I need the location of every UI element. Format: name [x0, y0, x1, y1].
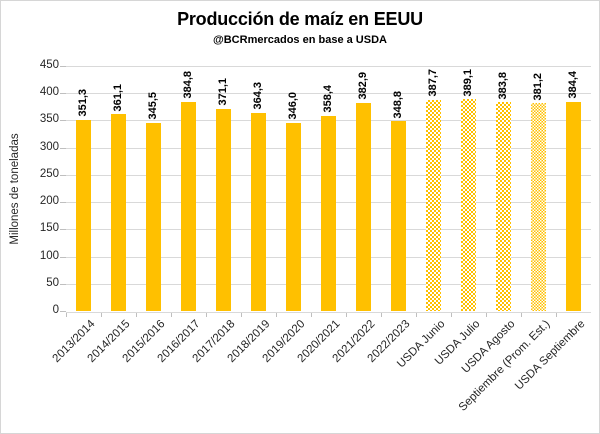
bar — [426, 99, 441, 311]
bar-value-label: 346,0 — [287, 92, 299, 120]
x-category-label: USDA Septiembre — [512, 318, 587, 393]
bar — [531, 103, 546, 311]
x-axis-tick — [346, 313, 347, 317]
x-axis-tick — [451, 313, 452, 317]
bar-value-label: 348,8 — [392, 90, 404, 119]
y-axis-tick — [60, 202, 66, 204]
bar — [321, 115, 336, 311]
y-tick-label: 50 — [46, 276, 59, 289]
bar — [216, 108, 231, 311]
y-tick-label: 450 — [39, 59, 59, 71]
bar-value-label: 361,1 — [112, 83, 124, 112]
bar-value-label: 384,4 — [567, 71, 579, 99]
x-axis-tick — [311, 313, 312, 317]
bar — [566, 101, 581, 311]
bar-value-label: 345,5 — [147, 92, 159, 120]
y-tick-label: 200 — [39, 195, 59, 208]
bar-value-label: 387,7 — [427, 69, 439, 97]
y-axis-tick — [60, 66, 66, 67]
y-tick-label: 0 — [52, 304, 59, 316]
bar — [76, 119, 91, 311]
bar — [391, 121, 406, 311]
bar — [356, 102, 371, 311]
bar — [146, 122, 161, 311]
gridline — [66, 66, 591, 68]
gridline — [66, 93, 591, 95]
y-axis-tick — [60, 147, 66, 149]
x-axis-tick — [521, 313, 522, 317]
chart-subtitle: @BCRmercados en base a USDA — [213, 34, 387, 46]
x-axis-tick — [486, 313, 487, 317]
bar — [496, 102, 511, 311]
x-axis-tick — [416, 313, 417, 317]
x-axis-tick — [276, 313, 277, 317]
y-tick-label: 150 — [39, 222, 59, 235]
bar-value-label: 384,8 — [182, 70, 194, 99]
y-axis-tick — [60, 174, 66, 176]
y-axis-tick — [60, 229, 66, 231]
bar — [111, 114, 126, 311]
y-tick-label: 250 — [39, 167, 59, 180]
y-axis-tick — [60, 93, 66, 95]
bar-value-label: 351,3 — [77, 89, 89, 117]
bar-value-label: 383,8 — [497, 71, 509, 100]
y-tick-label: 350 — [39, 113, 59, 126]
x-axis-tick — [171, 313, 172, 317]
x-axis-tick — [66, 313, 67, 317]
y-axis-tick — [60, 311, 66, 312]
x-axis-tick — [241, 313, 242, 317]
x-axis-tick — [206, 313, 207, 317]
x-axis-tick — [381, 313, 382, 317]
y-tick-label: 400 — [39, 86, 59, 99]
bar — [251, 112, 266, 311]
bar-value-label: 371,1 — [217, 78, 229, 106]
bar-value-label: 382,9 — [357, 72, 369, 100]
plot-area: 351,3 361,1 345,5 384,8 371,1 364,3 346,0 358,4… — [66, 66, 591, 313]
y-axis-tick — [60, 283, 66, 285]
y-axis-tick — [60, 256, 66, 258]
bar — [286, 122, 301, 311]
bar — [461, 99, 476, 311]
x-axis-tick — [136, 313, 137, 317]
bar-value-label: 364,3 — [252, 82, 264, 110]
y-axis-tick — [60, 120, 66, 122]
y-tick-label: 300 — [39, 140, 59, 153]
bar — [181, 101, 196, 311]
x-axis-tick — [101, 313, 102, 317]
chart-title: Producción de maíz en EEUU — [177, 9, 423, 29]
bar-value-label: 381,2 — [532, 72, 544, 101]
y-tick-label: 100 — [39, 249, 59, 262]
x-axis-tick — [556, 313, 557, 317]
gridline — [66, 312, 591, 313]
bar-value-label: 389,1 — [462, 68, 474, 97]
bar-value-label: 358,4 — [322, 85, 334, 113]
